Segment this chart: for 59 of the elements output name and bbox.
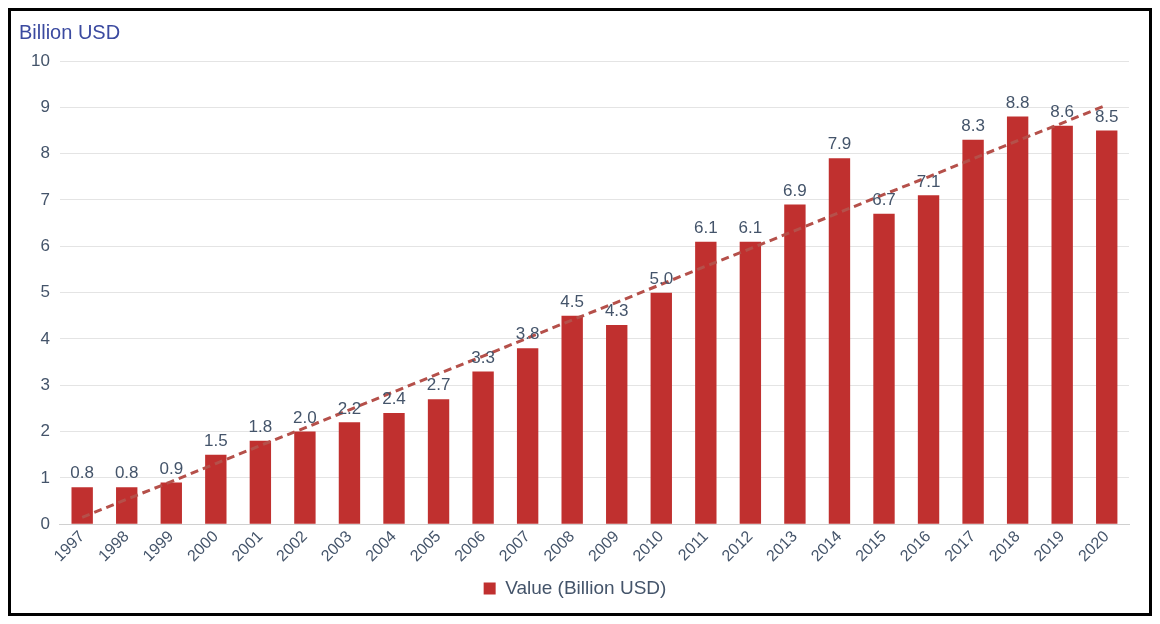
- bar: [650, 292, 672, 524]
- data-label: 7.1: [916, 171, 941, 191]
- data-label: 6.9: [783, 180, 807, 200]
- bar: [71, 487, 93, 524]
- data-label: 1.5: [204, 430, 228, 450]
- data-label: 1.8: [248, 417, 273, 437]
- data-label: 6.1: [738, 217, 763, 237]
- bar: [294, 431, 316, 524]
- data-label: 0.8: [70, 463, 94, 483]
- data-label: 5.0: [649, 268, 674, 288]
- y-tick-label: 0: [40, 513, 50, 533]
- y-tick-label: 5: [40, 282, 50, 302]
- bar: [917, 195, 940, 524]
- bar: [116, 487, 138, 524]
- data-label: 2.7: [426, 375, 451, 395]
- data-label: 6.7: [872, 190, 896, 210]
- bar: [205, 454, 227, 524]
- y-tick-label: 1: [40, 467, 50, 487]
- bar: [1006, 116, 1029, 524]
- bar: [427, 399, 450, 524]
- data-label: 2.0: [293, 407, 317, 427]
- y-tick-label: 7: [40, 189, 50, 209]
- data-label: 8.6: [1050, 102, 1074, 122]
- y-tick-label: 10: [30, 50, 50, 70]
- data-label: 8.8: [1005, 92, 1030, 112]
- bar: [962, 139, 984, 524]
- bar: [338, 422, 361, 524]
- y-tick-label: 8: [40, 143, 50, 163]
- data-label: 6.1: [694, 217, 718, 237]
- data-label: 3.8: [515, 324, 540, 344]
- data-label: 2.4: [382, 389, 406, 409]
- y-tick-label: 9: [40, 97, 50, 117]
- bar: [516, 348, 539, 524]
- bar: [1096, 130, 1118, 524]
- bar: [828, 158, 851, 524]
- y-tick-label: 3: [40, 374, 50, 394]
- y-axis-title: Billion USD: [19, 20, 121, 43]
- bar: [383, 413, 405, 524]
- data-label: 8.3: [961, 115, 985, 135]
- bar: [160, 482, 182, 524]
- legend-label: Value (Billion USD): [505, 576, 667, 598]
- data-label: 4.3: [604, 301, 629, 321]
- bar: [561, 315, 583, 524]
- data-label: 0.8: [114, 463, 139, 483]
- bar: [606, 325, 628, 524]
- data-label: 4.5: [560, 291, 584, 311]
- y-tick-label: 4: [40, 328, 50, 348]
- bar: [1051, 125, 1073, 524]
- bar: [873, 213, 895, 524]
- data-label: 0.9: [159, 458, 184, 478]
- bar: [739, 241, 762, 524]
- bar: [472, 371, 494, 524]
- data-label: 7.9: [827, 134, 852, 154]
- data-label: 8.5: [1094, 106, 1119, 126]
- bar: [249, 440, 272, 524]
- bar: [695, 241, 717, 524]
- y-tick-label: 6: [40, 235, 50, 255]
- y-tick-label: 2: [40, 421, 50, 441]
- bar: [784, 204, 806, 524]
